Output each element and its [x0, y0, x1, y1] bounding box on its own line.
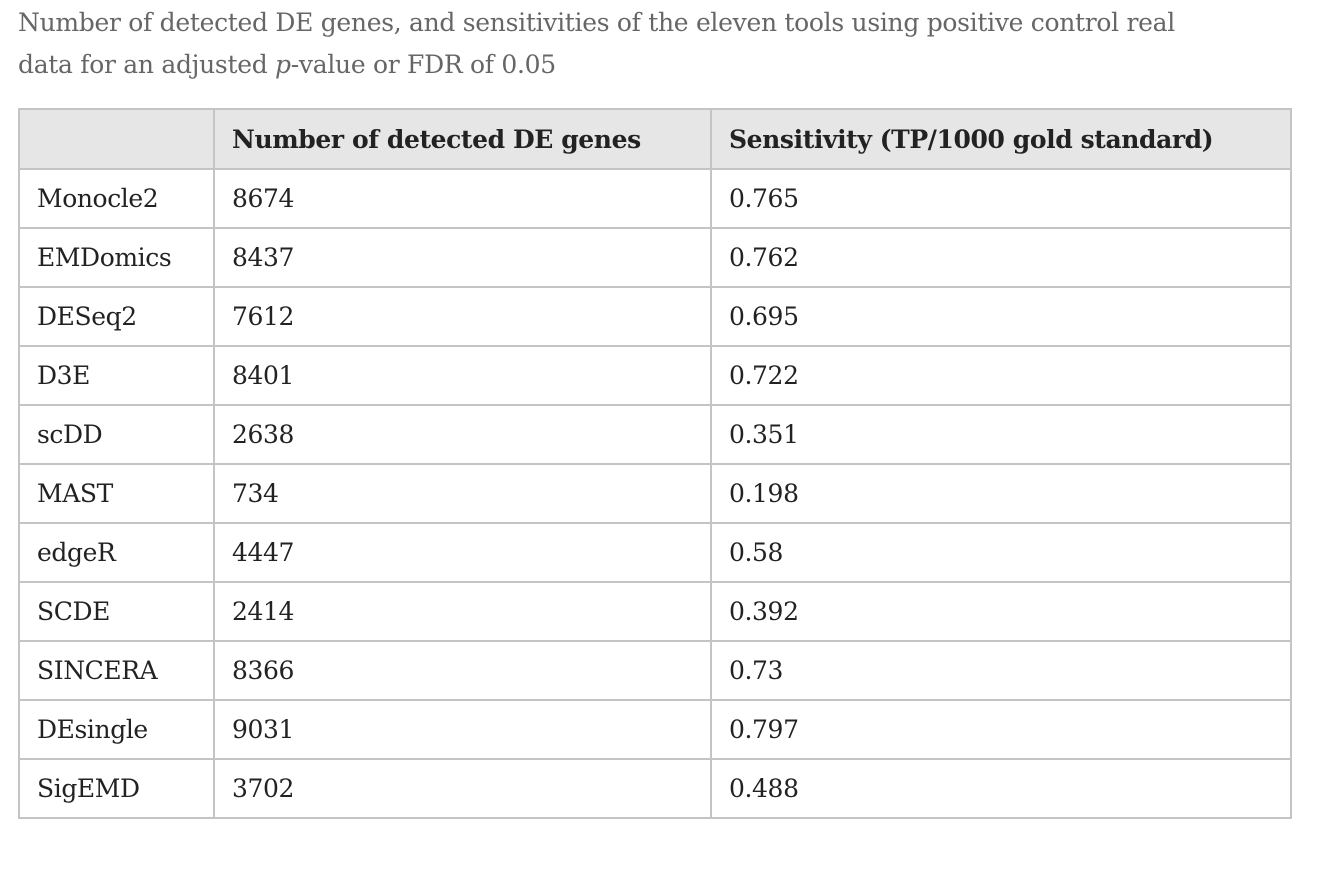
de-genes-cell: 2638: [213, 404, 712, 465]
sensitivity-cell: 0.58: [710, 522, 1292, 583]
caption-line-2-start: data for an adjusted: [18, 50, 276, 79]
caption-line-2-end: -value or FDR of 0.05: [290, 50, 556, 79]
table-row: scDD 2638 0.351: [18, 404, 1292, 465]
header-row: Number of detected DE genes Sensitivity …: [18, 108, 1292, 170]
de-genes-cell: 4447: [213, 522, 712, 583]
de-genes-cell: 3702: [213, 758, 712, 819]
table-row: SCDE 2414 0.392: [18, 581, 1292, 642]
sensitivity-cell: 0.488: [710, 758, 1292, 819]
results-table: Number of detected DE genes Sensitivity …: [18, 108, 1292, 819]
sensitivity-cell: 0.351: [710, 404, 1292, 465]
tool-name-cell: EMDomics: [18, 227, 215, 288]
tool-name-cell: DESeq2: [18, 286, 215, 347]
tool-name-cell: DEsingle: [18, 699, 215, 760]
tool-name-cell: SCDE: [18, 581, 215, 642]
table-row: Monocle2 8674 0.765: [18, 168, 1292, 229]
table-row: D3E 8401 0.722: [18, 345, 1292, 406]
de-genes-cell: 734: [213, 463, 712, 524]
table-row: SINCERA 8366 0.73: [18, 640, 1292, 701]
sensitivity-cell: 0.722: [710, 345, 1292, 406]
sensitivity-cell: 0.392: [710, 581, 1292, 642]
de-genes-cell: 8366: [213, 640, 712, 701]
de-genes-cell: 2414: [213, 581, 712, 642]
table-caption: Number of detected DE genes, and sensiti…: [18, 2, 1308, 86]
table-row: MAST 734 0.198: [18, 463, 1292, 524]
de-genes-cell: 8437: [213, 227, 712, 288]
table-row: DESeq2 7612 0.695: [18, 286, 1292, 347]
sensitivity-cell: 0.73: [710, 640, 1292, 701]
sensitivity-cell: 0.762: [710, 227, 1292, 288]
tool-name-cell: SINCERA: [18, 640, 215, 701]
de-genes-cell: 7612: [213, 286, 712, 347]
tool-name-cell: Monocle2: [18, 168, 215, 229]
sensitivity-cell: 0.198: [710, 463, 1292, 524]
sensitivity-cell: 0.695: [710, 286, 1292, 347]
tool-name-cell: scDD: [18, 404, 215, 465]
de-genes-cell: 8674: [213, 168, 712, 229]
table-row: EMDomics 8437 0.762: [18, 227, 1292, 288]
table-body: Monocle2 8674 0.765 EMDomics 8437 0.762 …: [18, 168, 1292, 819]
de-genes-cell: 8401: [213, 345, 712, 406]
sensitivity-cell: 0.765: [710, 168, 1292, 229]
tool-name-cell: edgeR: [18, 522, 215, 583]
caption-line-1: Number of detected DE genes, and sensiti…: [18, 8, 1175, 37]
header-cell-tool: [18, 108, 215, 170]
header-cell-sensitivity: Sensitivity (TP/1000 gold standard): [710, 108, 1292, 170]
de-genes-cell: 9031: [213, 699, 712, 760]
table-row: DEsingle 9031 0.797: [18, 699, 1292, 760]
caption-p-italic: p: [275, 50, 291, 79]
table-header: Number of detected DE genes Sensitivity …: [18, 108, 1292, 170]
tool-name-cell: D3E: [18, 345, 215, 406]
tool-name-cell: MAST: [18, 463, 215, 524]
table-row: SigEMD 3702 0.488: [18, 758, 1292, 819]
sensitivity-cell: 0.797: [710, 699, 1292, 760]
header-cell-de-genes: Number of detected DE genes: [213, 108, 712, 170]
table-row: edgeR 4447 0.58: [18, 522, 1292, 583]
tool-name-cell: SigEMD: [18, 758, 215, 819]
